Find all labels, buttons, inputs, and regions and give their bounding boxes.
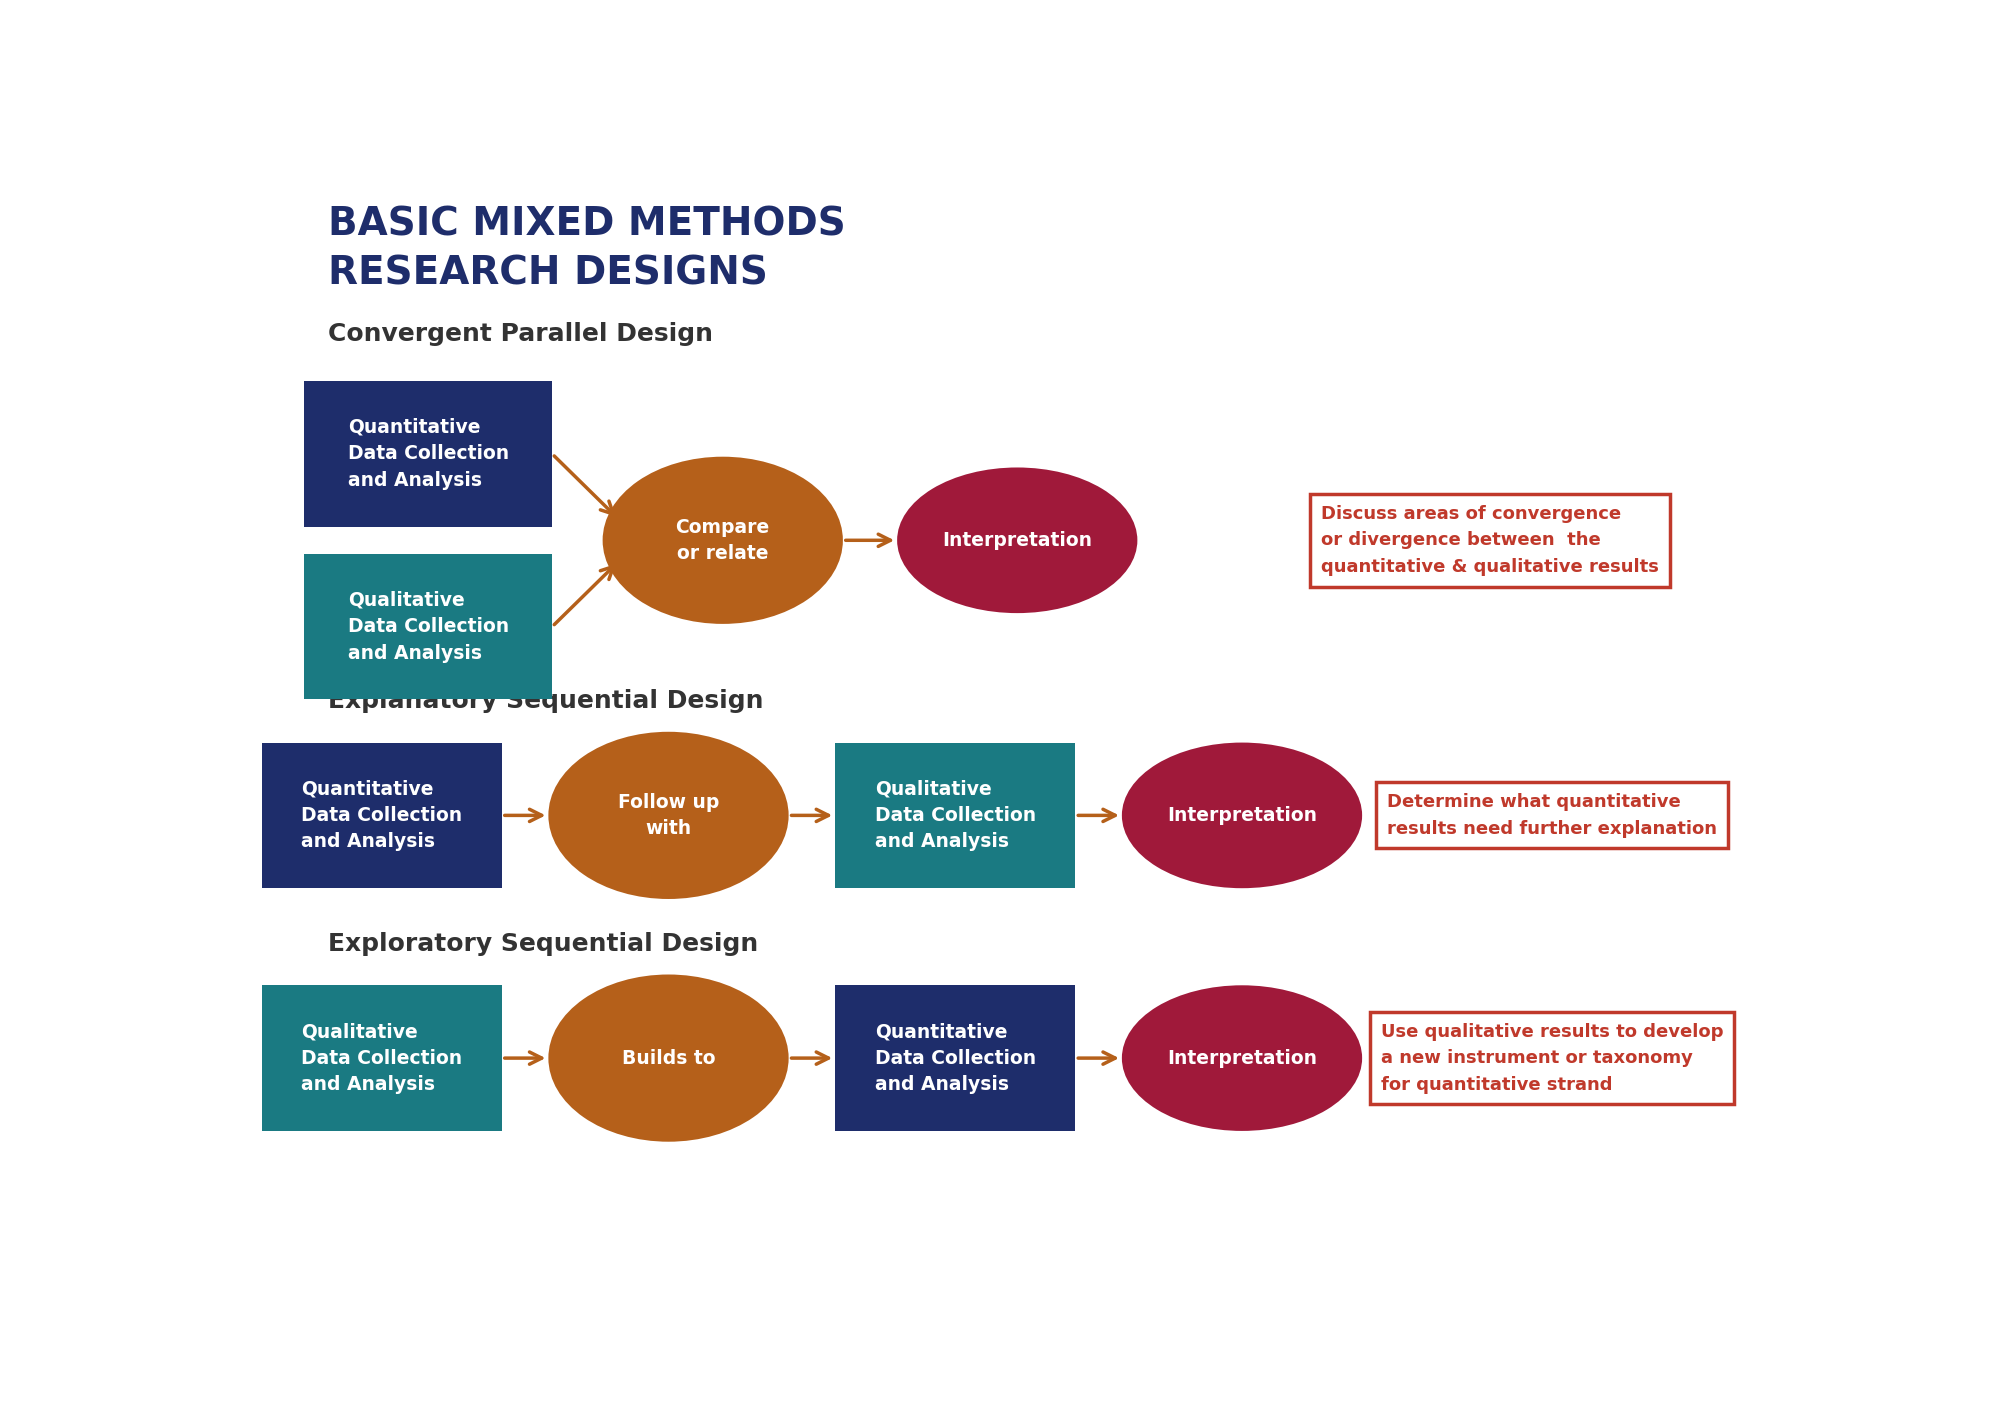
Text: Quantitative
Data Collection
and Analysis: Quantitative Data Collection and Analysi… [874, 1023, 1036, 1094]
Text: Qualitative
Data Collection
and Analysis: Qualitative Data Collection and Analysis [874, 779, 1036, 852]
Text: Quantitative
Data Collection
and Analysis: Quantitative Data Collection and Analysi… [302, 779, 462, 852]
Text: RESEARCH DESIGNS: RESEARCH DESIGNS [328, 255, 768, 293]
Text: Interpretation: Interpretation [1168, 1048, 1316, 1068]
Text: Convergent Parallel Design: Convergent Parallel Design [328, 322, 712, 346]
FancyBboxPatch shape [304, 381, 552, 527]
Ellipse shape [548, 731, 788, 899]
FancyBboxPatch shape [836, 985, 1076, 1131]
FancyBboxPatch shape [836, 743, 1076, 888]
Ellipse shape [548, 975, 788, 1142]
Text: Explanatory Sequential Design: Explanatory Sequential Design [328, 689, 764, 713]
Text: Discuss areas of convergence
or divergence between  the
quantitative & qualitati: Discuss areas of convergence or divergen… [1322, 504, 1658, 576]
Text: Qualitative
Data Collection
and Analysis: Qualitative Data Collection and Analysis [348, 591, 508, 663]
Text: Use qualitative results to develop
a new instrument or taxonomy
for quantitative: Use qualitative results to develop a new… [1380, 1023, 1724, 1094]
Ellipse shape [1122, 985, 1362, 1131]
Text: Exploratory Sequential Design: Exploratory Sequential Design [328, 932, 758, 955]
Text: Compare
or relate: Compare or relate [676, 517, 770, 563]
FancyBboxPatch shape [304, 553, 552, 699]
Text: Quantitative
Data Collection
and Analysis: Quantitative Data Collection and Analysi… [348, 417, 508, 490]
Text: BASIC MIXED METHODS: BASIC MIXED METHODS [328, 206, 846, 244]
FancyBboxPatch shape [262, 743, 502, 888]
Text: Qualitative
Data Collection
and Analysis: Qualitative Data Collection and Analysis [302, 1023, 462, 1094]
Text: Interpretation: Interpretation [1168, 806, 1316, 825]
Text: Determine what quantitative
results need further explanation: Determine what quantitative results need… [1388, 793, 1716, 838]
FancyBboxPatch shape [262, 985, 502, 1131]
Text: Builds to: Builds to [622, 1048, 716, 1068]
Ellipse shape [1122, 743, 1362, 888]
Text: Interpretation: Interpretation [942, 531, 1092, 549]
Ellipse shape [602, 457, 842, 623]
Text: Follow up
with: Follow up with [618, 793, 720, 838]
Ellipse shape [898, 468, 1138, 614]
